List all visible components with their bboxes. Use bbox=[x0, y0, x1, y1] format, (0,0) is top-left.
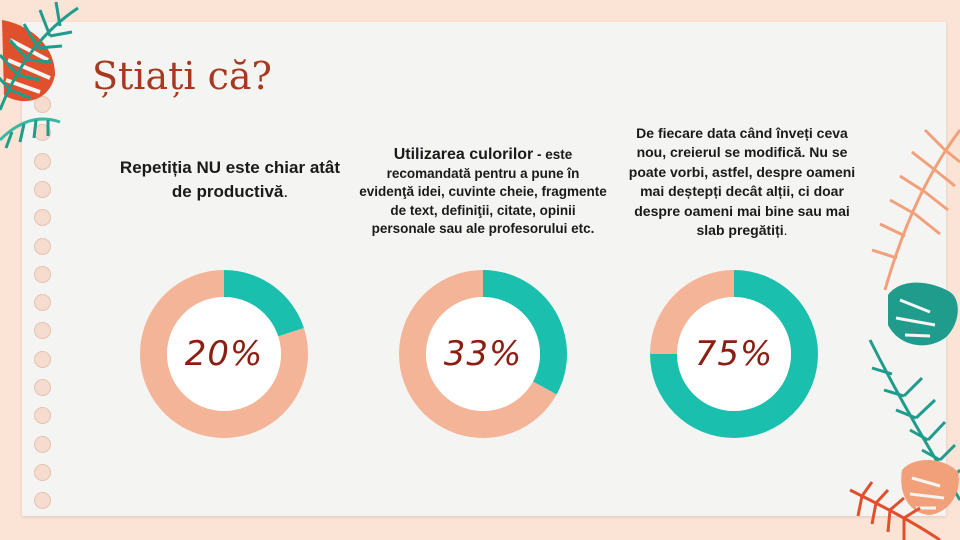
binder-hole bbox=[34, 492, 51, 510]
fact-card-2: Utilizarea culorilor - este recomandată … bbox=[358, 146, 608, 239]
fact-text-bold: Repetiția NU este chiar atât de producti… bbox=[119, 158, 341, 201]
binder-hole bbox=[34, 322, 51, 340]
binder-hole bbox=[34, 237, 51, 255]
fact-text: . bbox=[783, 222, 788, 239]
binder-hole bbox=[34, 180, 51, 198]
donut-hole bbox=[167, 297, 281, 411]
binder-hole bbox=[34, 350, 51, 368]
fact-text: - este recomandată pentru a pune în evid… bbox=[359, 147, 607, 237]
donut-chart-2: 33% bbox=[398, 269, 568, 439]
donut-percentage-label: 20% bbox=[184, 334, 264, 374]
fact-card-3: De fiecare data când înveți ceva nou, cr… bbox=[622, 124, 862, 240]
fact-text-bold: Utilizarea culorilor bbox=[393, 146, 534, 163]
donut-slice-highlight bbox=[224, 270, 304, 337]
donut-hole bbox=[677, 297, 791, 411]
fact-text-bold: De fiecare data când înveți ceva nou, cr… bbox=[628, 125, 856, 239]
donut-slice-highlight bbox=[483, 270, 567, 395]
binder-hole bbox=[34, 96, 51, 113]
donut-chart-3: 75% bbox=[649, 269, 819, 439]
binder-hole bbox=[34, 209, 51, 227]
binder-hole bbox=[34, 435, 51, 453]
donut-slice-highlight bbox=[650, 270, 818, 438]
donut-slice-remainder bbox=[650, 270, 734, 354]
donut-percentage-label: 33% bbox=[443, 334, 523, 374]
binder-holes bbox=[34, 96, 52, 510]
donut-percentage-label: 75% bbox=[694, 334, 774, 374]
fact-text: . bbox=[283, 182, 289, 201]
palm-leaf-icon bbox=[0, 1, 79, 149]
donut-slice-remainder bbox=[140, 270, 308, 438]
binder-hole bbox=[34, 152, 51, 170]
monstera-leaf-icon bbox=[901, 460, 959, 515]
binder-hole bbox=[34, 265, 51, 283]
binder-hole bbox=[34, 294, 51, 312]
palm-leaf-icon bbox=[871, 128, 960, 291]
palm-leaf-icon bbox=[849, 481, 941, 540]
binder-hole bbox=[34, 379, 51, 396]
donut-hole bbox=[426, 297, 540, 411]
donut-chart-1: 20% bbox=[139, 269, 309, 439]
donut-slice-remainder bbox=[399, 270, 557, 438]
monstera-leaf-icon bbox=[888, 282, 958, 346]
binder-hole bbox=[34, 463, 51, 481]
slide-title: Știați că? bbox=[92, 54, 272, 98]
fact-card-1: Repetiția NU este chiar atât de producti… bbox=[110, 156, 350, 204]
binder-hole bbox=[34, 407, 51, 425]
